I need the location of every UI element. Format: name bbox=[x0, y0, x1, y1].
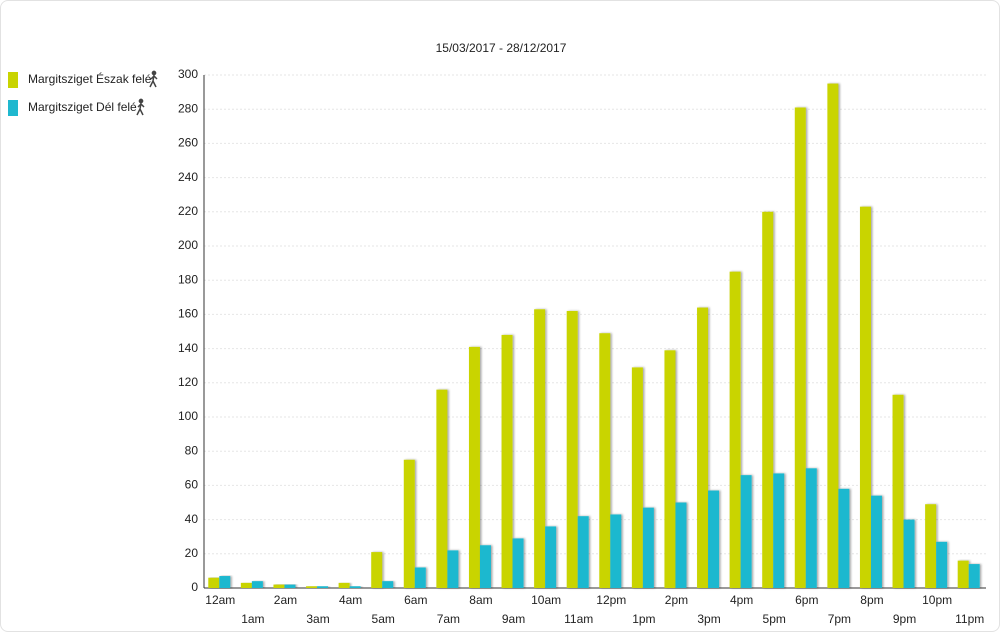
y-tick-label: 60 bbox=[185, 478, 199, 492]
y-tick-label: 160 bbox=[178, 307, 198, 321]
x-tick-label: 1am bbox=[241, 612, 264, 626]
x-tick-label: 4pm bbox=[730, 593, 753, 607]
bar bbox=[697, 307, 709, 588]
x-tick-label: 9am bbox=[502, 612, 525, 626]
bar bbox=[479, 545, 491, 588]
bar bbox=[447, 550, 459, 588]
bar bbox=[371, 552, 383, 588]
x-tick-label: 7pm bbox=[828, 612, 851, 626]
x-tick-label: 3am bbox=[306, 612, 329, 626]
x-tick-label: 2am bbox=[274, 593, 297, 607]
bar bbox=[251, 581, 263, 588]
bar bbox=[838, 488, 850, 588]
y-tick-label: 80 bbox=[185, 443, 199, 457]
y-tick-label: 200 bbox=[178, 238, 198, 252]
bar bbox=[240, 582, 252, 588]
legend-swatch bbox=[8, 72, 18, 88]
y-tick-label: 180 bbox=[178, 272, 198, 286]
bar bbox=[762, 211, 774, 589]
y-tick-label: 140 bbox=[178, 341, 198, 355]
bar bbox=[870, 495, 882, 588]
y-tick-label: 240 bbox=[178, 170, 198, 184]
bar bbox=[512, 538, 524, 588]
bar bbox=[664, 350, 676, 588]
x-tick-label: 10pm bbox=[922, 593, 952, 607]
x-tick-label: 9pm bbox=[893, 612, 916, 626]
bar bbox=[349, 586, 361, 588]
bar bbox=[631, 367, 643, 588]
y-tick-label: 300 bbox=[178, 67, 198, 81]
bar bbox=[729, 271, 741, 588]
bar bbox=[968, 564, 980, 588]
bar bbox=[414, 567, 426, 588]
x-tick-label: 4am bbox=[339, 593, 362, 607]
bar bbox=[403, 459, 415, 588]
bar bbox=[859, 206, 871, 589]
x-tick-label: 6pm bbox=[795, 593, 818, 607]
x-tick-label: 2pm bbox=[665, 593, 688, 607]
bar bbox=[936, 541, 948, 588]
bar bbox=[338, 582, 350, 588]
bar bbox=[273, 584, 285, 588]
bar bbox=[773, 473, 785, 588]
x-tick-label: 11pm bbox=[955, 612, 984, 626]
x-tick-label: 7am bbox=[437, 612, 460, 626]
chart-title: 15/03/2017 - 28/12/2017 bbox=[436, 41, 567, 55]
bar bbox=[740, 475, 752, 588]
y-tick-label: 40 bbox=[185, 512, 199, 526]
x-tick-label: 3pm bbox=[697, 612, 720, 626]
y-tick-label: 20 bbox=[185, 546, 199, 560]
y-tick-label: 280 bbox=[178, 101, 198, 115]
y-tick-label: 0 bbox=[191, 580, 198, 594]
y-tick-label: 260 bbox=[178, 136, 198, 150]
x-tick-label: 11am bbox=[564, 612, 593, 626]
x-tick-label: 8pm bbox=[860, 593, 883, 607]
legend-label: Margitsziget Dél felé bbox=[28, 100, 137, 114]
bar bbox=[827, 83, 839, 589]
legend: Margitsziget Észak felé Margitsziget Dél… bbox=[8, 70, 158, 116]
bar bbox=[925, 504, 937, 588]
bar bbox=[599, 333, 611, 588]
bar bbox=[317, 586, 329, 588]
x-tick-label: 5pm bbox=[763, 612, 786, 626]
bar bbox=[501, 334, 513, 588]
walk-icon bbox=[136, 98, 145, 116]
bar bbox=[794, 107, 806, 589]
x-tick-label: 12am bbox=[205, 593, 235, 607]
bar bbox=[892, 394, 904, 588]
y-tick-label: 100 bbox=[178, 409, 198, 423]
bar bbox=[642, 507, 654, 588]
legend-swatch bbox=[8, 100, 18, 116]
bar bbox=[534, 309, 546, 588]
bar bbox=[675, 502, 687, 588]
y-tick-label: 120 bbox=[178, 375, 198, 389]
x-tick-label: 6am bbox=[404, 593, 427, 607]
bar bbox=[566, 310, 578, 588]
bar bbox=[903, 519, 915, 588]
bar bbox=[468, 346, 480, 588]
walk-icon bbox=[149, 70, 158, 88]
bar bbox=[382, 581, 394, 588]
bar bbox=[545, 526, 557, 588]
bar bbox=[219, 576, 231, 588]
bar bbox=[708, 490, 720, 588]
y-tick-label: 220 bbox=[178, 204, 198, 218]
bar bbox=[957, 560, 969, 588]
bar bbox=[284, 584, 296, 588]
bar bbox=[805, 468, 817, 588]
legend-label: Margitsziget Észak felé bbox=[28, 71, 152, 86]
bar bbox=[436, 389, 448, 588]
x-tick-label: 1pm bbox=[632, 612, 655, 626]
x-tick-label: 8am bbox=[469, 593, 492, 607]
x-tick-label: 12pm bbox=[596, 593, 626, 607]
x-tick-label: 10am bbox=[531, 593, 561, 607]
x-tick-label: 5am bbox=[372, 612, 395, 626]
bar bbox=[208, 577, 220, 588]
bar bbox=[306, 586, 318, 588]
bar bbox=[577, 516, 589, 588]
bar bbox=[610, 514, 622, 588]
